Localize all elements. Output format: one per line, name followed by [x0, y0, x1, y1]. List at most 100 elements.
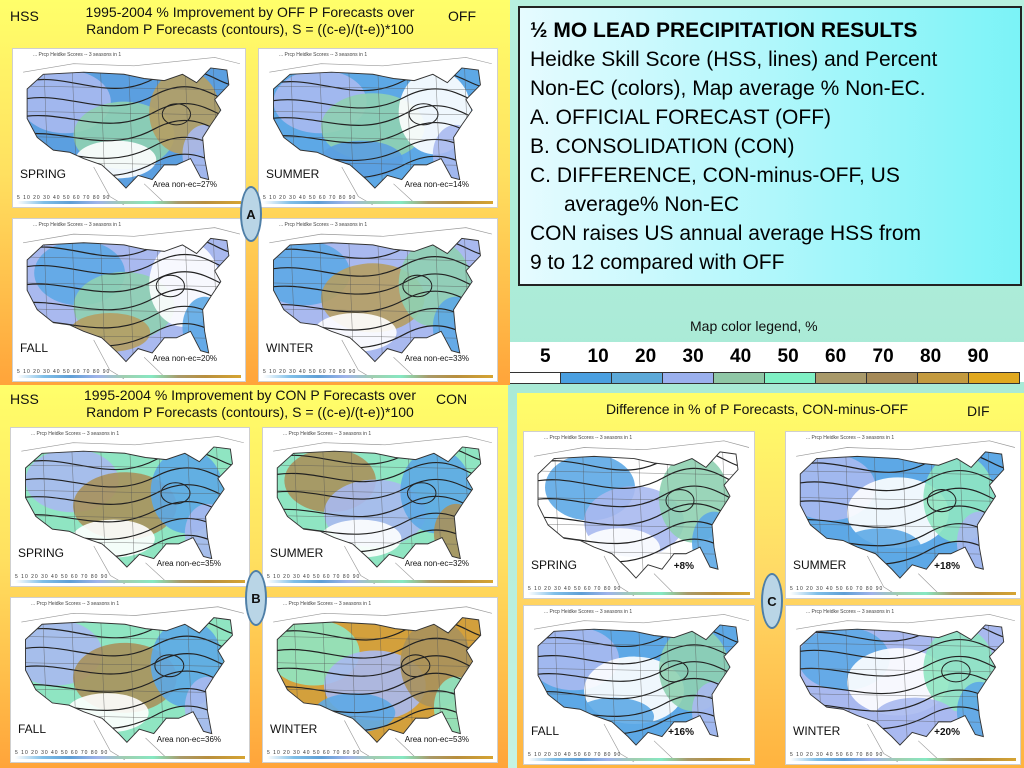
map-header: ... Prcp Heidke Scores -- 3 seasons in 1	[31, 431, 120, 437]
color-legend: 5 10 20 30 40 50 60 70 80 90	[510, 342, 1024, 384]
us-map-graphic	[533, 614, 750, 763]
map-scale-numbers: 5 10 20 30 40 50 60 70 80 90	[17, 195, 111, 201]
panel-c-dif: Difference in % of P Forecasts, CON-minu…	[517, 393, 1024, 768]
map-scale-bar	[528, 592, 750, 595]
difference-percent: +20%	[934, 727, 960, 738]
season-label: SUMMER	[792, 558, 848, 572]
area-non-ec-label: Area non-ec=20%	[152, 354, 217, 363]
map-scale-bar	[528, 758, 750, 761]
legend-value: 80	[920, 346, 942, 367]
difference-percent: +8%	[673, 561, 694, 572]
map-c-summer: ... Prcp Heidke Scores -- 3 seasons in 1…	[785, 431, 1021, 599]
label-a: A	[240, 186, 262, 242]
map-b-spring: ... Prcp Heidke Scores -- 3 seasons in 1…	[10, 427, 250, 587]
map-scale-bar	[790, 758, 1016, 761]
map-color-scale: 5 10 20 30 40 50 60 70 80 90	[15, 574, 245, 584]
legend-value: 40	[730, 346, 752, 367]
map-scale-numbers: 5 10 20 30 40 50 60 70 80 90	[263, 369, 357, 375]
panel-b-con: HSS CON 1995-2004 % Improvement by CON P…	[0, 385, 508, 768]
us-map-graphic	[23, 227, 241, 380]
map-scale-bar	[17, 201, 241, 204]
legend-value: 30	[682, 346, 704, 367]
map-b-fall: ... Prcp Heidke Scores -- 3 seasons in 1…	[10, 597, 250, 763]
season-label: WINTER	[265, 341, 315, 355]
map-color-scale: 5 10 20 30 40 50 60 70 80 90	[263, 369, 493, 379]
map-color-scale: 5 10 20 30 40 50 60 70 80 90	[17, 195, 241, 205]
map-color-scale: 5 10 20 30 40 50 60 70 80 90	[528, 752, 750, 762]
text-line: average% Non-EC	[564, 193, 740, 216]
legend-swatch	[663, 373, 714, 383]
results-textbox: ½ MO LEAD PRECIPITATION RESULTS Heidke S…	[518, 6, 1022, 286]
season-label: FALL	[530, 724, 561, 738]
season-label: SPRING	[17, 546, 66, 560]
us-map-graphic	[273, 436, 492, 585]
map-scale-numbers: 5 10 20 30 40 50 60 70 80 90	[528, 586, 622, 592]
label-b: B	[245, 570, 267, 626]
map-scale-bar	[263, 201, 493, 204]
legend-value: 50	[777, 346, 799, 367]
legend-value: 20	[635, 346, 657, 367]
season-label: SPRING	[530, 558, 579, 572]
season-label: FALL	[17, 722, 48, 736]
hss-tag: HSS	[10, 8, 39, 24]
map-color-scale: 5 10 20 30 40 50 60 70 80 90	[267, 750, 493, 760]
map-scale-bar	[790, 592, 1016, 595]
season-label: SPRING	[19, 167, 68, 181]
legend-title: Map color legend, %	[690, 318, 818, 334]
map-header: ... Prcp Heidke Scores -- 3 seasons in 1	[33, 52, 122, 58]
map-scale-numbers: 5 10 20 30 40 50 60 70 80 90	[267, 750, 361, 756]
us-map-graphic	[23, 57, 241, 206]
map-c-spring: ... Prcp Heidke Scores -- 3 seasons in 1…	[523, 431, 755, 599]
panel-a-title: 1995-2004 % Improvement by OFF P Forecas…	[85, 4, 415, 37]
area-non-ec-label: Area non-ec=32%	[404, 559, 469, 568]
map-color-scale: 5 10 20 30 40 50 60 70 80 90	[17, 369, 241, 379]
map-scale-numbers: 5 10 20 30 40 50 60 70 80 90	[790, 586, 884, 592]
season-label: WINTER	[792, 724, 842, 738]
map-scale-bar	[267, 580, 493, 583]
area-non-ec-label: Area non-ec=33%	[404, 354, 469, 363]
panel-c-title: Difference in % of P Forecasts, CON-minu…	[605, 401, 909, 417]
map-header: ... Prcp Heidke Scores -- 3 seasons in 1	[279, 222, 368, 228]
text-line: 9 to 12 compared with OFF	[530, 251, 785, 274]
text-line: CON raises US annual average HSS from	[530, 222, 921, 245]
legend-swatch	[612, 373, 663, 383]
text-line: Heidke Skill Score (HSS, lines) and Perc…	[530, 48, 938, 71]
map-scale-bar	[15, 756, 245, 759]
legend-swatch	[714, 373, 765, 383]
map-b-summer: ... Prcp Heidke Scores -- 3 seasons in 1…	[262, 427, 498, 587]
map-scale-numbers: 5 10 20 30 40 50 60 70 80 90	[263, 195, 357, 201]
legend-swatch	[867, 373, 918, 383]
hss-tag-b: HSS	[10, 391, 39, 407]
season-label: FALL	[19, 341, 50, 355]
us-map-graphic	[796, 614, 1015, 763]
map-c-fall: ... Prcp Heidke Scores -- 3 seasons in 1…	[523, 605, 755, 765]
legend-value: 10	[587, 346, 609, 367]
legend-swatch	[969, 373, 1020, 383]
text-line: B. CONSOLIDATION (CON)	[530, 135, 795, 158]
map-scale-numbers: 5 10 20 30 40 50 60 70 80 90	[17, 369, 111, 375]
map-header: ... Prcp Heidke Scores -- 3 seasons in 1	[544, 435, 633, 441]
map-header: ... Prcp Heidke Scores -- 3 seasons in 1	[279, 52, 368, 58]
legend-swatch	[765, 373, 816, 383]
text-line: Non-EC (colors), Map average % Non-EC.	[530, 77, 926, 100]
area-non-ec-label: Area non-ec=27%	[152, 180, 217, 189]
label-c: C	[761, 573, 783, 629]
us-map-graphic	[796, 440, 1015, 597]
map-scale-numbers: 5 10 20 30 40 50 60 70 80 90	[15, 750, 109, 756]
results-heading: ½ MO LEAD PRECIPITATION RESULTS	[530, 19, 918, 42]
map-color-scale: 5 10 20 30 40 50 60 70 80 90	[15, 750, 245, 760]
map-header: ... Prcp Heidke Scores -- 3 seasons in 1	[283, 601, 372, 607]
difference-percent: +18%	[934, 561, 960, 572]
difference-percent: +16%	[668, 727, 694, 738]
map-color-scale: 5 10 20 30 40 50 60 70 80 90	[267, 574, 493, 584]
map-scale-bar	[17, 375, 241, 378]
map-scale-bar	[263, 375, 493, 378]
map-header: ... Prcp Heidke Scores -- 3 seasons in 1	[283, 431, 372, 437]
season-label: WINTER	[269, 722, 319, 736]
map-header: ... Prcp Heidke Scores -- 3 seasons in 1	[33, 222, 122, 228]
text-line: A. OFFICIAL FORECAST (OFF)	[530, 106, 832, 129]
map-c-winter: ... Prcp Heidke Scores -- 3 seasons in 1…	[785, 605, 1021, 765]
map-scale-numbers: 5 10 20 30 40 50 60 70 80 90	[15, 574, 109, 580]
map-b-winter: ... Prcp Heidke Scores -- 3 seasons in 1…	[262, 597, 498, 763]
map-scale-bar	[267, 756, 493, 759]
